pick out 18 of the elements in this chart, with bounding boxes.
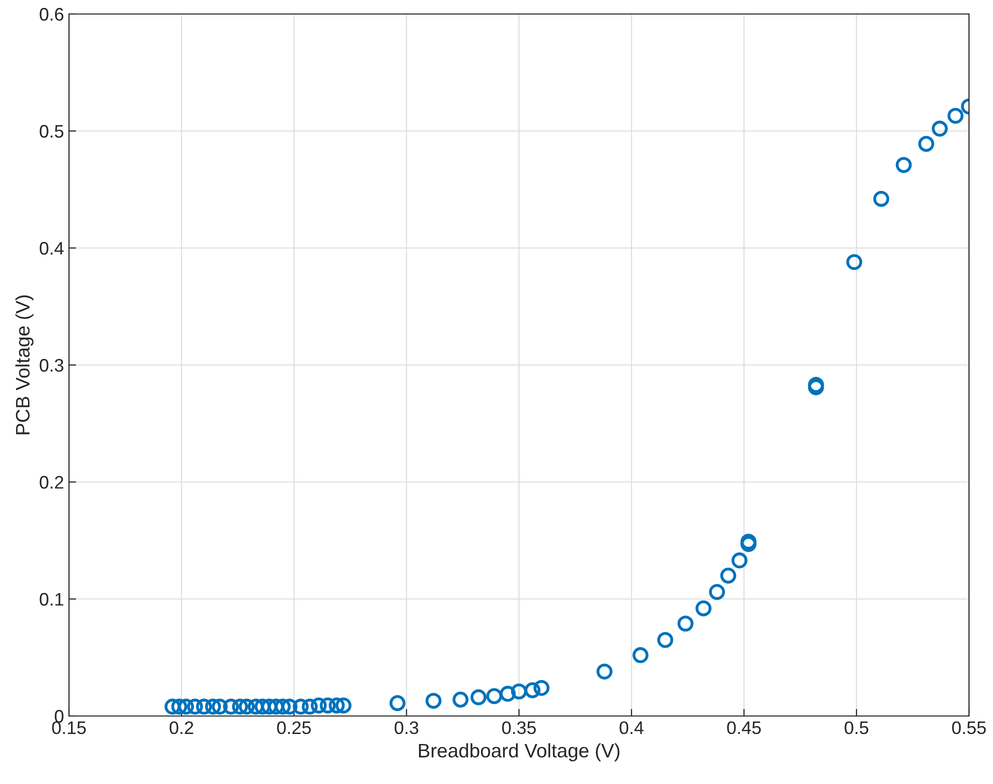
x-tick-label: 0.3 — [394, 721, 418, 734]
y-axis-title: PCB Voltage (V) — [15, 295, 34, 434]
y-tick-label: 0 — [54, 710, 64, 723]
x-tick-label: 0.2 — [170, 721, 194, 734]
x-axis-title: Breadboard Voltage (V) — [418, 743, 620, 762]
y-tick-label: 0.3 — [40, 358, 64, 372]
x-tick-label: 0.35 — [502, 721, 536, 734]
y-tick-label: 0.6 — [40, 8, 64, 21]
y-tick-label: 0.5 — [40, 124, 64, 138]
y-tick-label: 0.1 — [40, 592, 64, 606]
x-tick-label: 0.55 — [952, 721, 986, 734]
y-tick-label: 0.2 — [40, 476, 64, 489]
x-tick-label: 0.15 — [52, 721, 86, 734]
x-tick-label: 0.4 — [620, 721, 644, 734]
x-tick-label: 0.25 — [277, 721, 311, 734]
x-tick-label: 0.5 — [844, 721, 868, 734]
x-tick-label: 0.45 — [727, 721, 761, 734]
y-tick-label: 0.4 — [40, 242, 64, 255]
